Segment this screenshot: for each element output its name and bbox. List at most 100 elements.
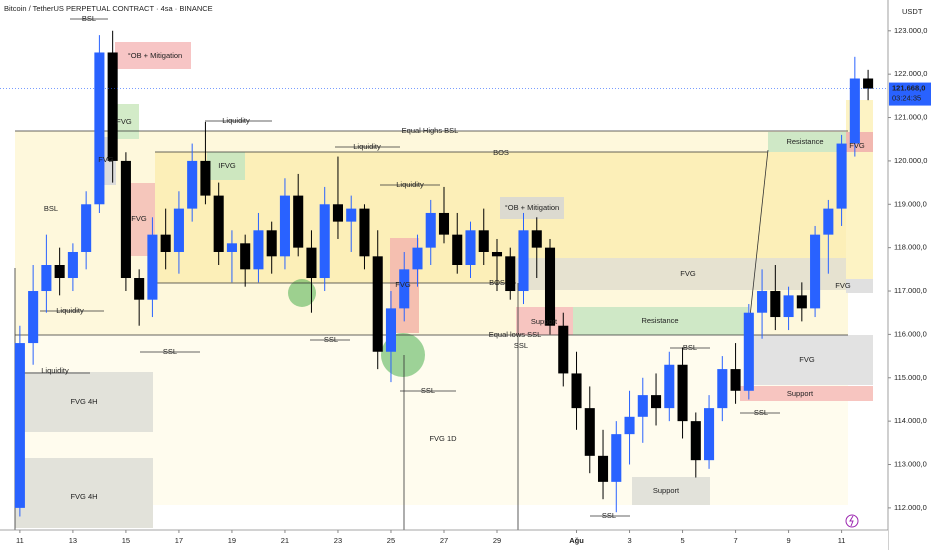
candle-body [664,364,675,409]
annotation: Support [653,486,680,495]
zone [115,104,139,139]
annotation: Equal lows SSL [489,330,542,339]
x-tick-label: 21 [281,536,289,545]
x-tick-label: 25 [387,536,395,545]
candle-body [544,247,556,326]
annotation: BSL [82,14,96,23]
candle-body [28,291,39,344]
candle-body [637,395,648,417]
zone [740,386,873,401]
candle-body [67,251,78,279]
candle-body [346,208,357,222]
candle-body [704,408,715,461]
candles [14,30,874,517]
candle-body [41,265,52,292]
annotation: °OB + Mitigation [505,203,559,212]
candle-body [677,364,688,422]
last-price-label: 121.668,0 [892,84,925,93]
annotation: Liquidity [56,306,84,315]
candle-body [279,195,290,257]
x-tick-label: 7 [733,536,737,545]
annotation: FVG [849,141,865,150]
annotation: FVG 1D [429,434,457,443]
countdown: 03:24:35 [892,94,921,103]
annotation: SSL [163,347,177,356]
annotation: Support [531,317,558,326]
candle-body [94,52,105,205]
zone [632,477,710,505]
x-tick-label: 29 [493,536,501,545]
level-line [747,149,769,336]
candle-body [81,204,92,252]
zone [15,372,153,432]
candle-body [491,251,503,257]
y-tick-label: 116.000,0 [894,329,927,338]
last-price-box [889,82,931,106]
alert-icon [849,515,854,527]
candle-body [558,325,569,374]
candle-body [717,369,728,409]
zone [207,152,245,180]
annotation: Liquidity [396,180,424,189]
candle-body [187,160,198,209]
annotation: Liquidity [222,116,250,125]
candle-body [836,143,847,209]
annotation: FVG [680,269,696,278]
x-tick-label: 13 [69,536,77,545]
annotations: BSL °OB + Mitigation FVG FVG FVG BSL Liquidity… [41,14,865,520]
candle-body [134,278,145,300]
candle-body [412,247,423,270]
zone [516,258,846,290]
annotation: Resistance [786,137,823,146]
candle-body [783,295,794,318]
x-tick-label: 15 [122,536,130,545]
candle-body [399,269,410,309]
candle-body [306,247,317,279]
candle-body [611,434,622,482]
x-tick-label: 27 [440,536,448,545]
y-tick-label: 117.000,0 [894,286,927,295]
annotation: °OB + Mitigation [128,51,182,60]
zone [115,42,191,69]
candle-body [651,395,662,409]
chart-title: Bitcoin / TetherUS PERPETUAL CONTRACT · … [4,4,213,13]
y-tick-label: 114.000,0 [894,416,927,425]
candle-body [253,230,264,270]
candle-body [173,208,184,252]
zone [846,279,873,293]
annotation: Equal Highs BSL [402,126,459,135]
candle-body [438,212,450,235]
candle-body [359,208,370,257]
annotation: Support [787,389,814,398]
candle-body [597,455,609,482]
annotation: Liquidity [41,366,69,375]
annotation: FVG [131,214,147,223]
annotation: SSL [324,335,338,344]
candle-body [319,204,330,279]
candle-body [757,291,768,313]
y-tick-label: 115.000,0 [894,373,927,382]
alert-icon[interactable] [845,514,859,528]
candle-body [54,265,65,279]
annotation: Liquidity [353,142,381,151]
candle-body [531,230,542,248]
candle-body [332,204,343,222]
candle-body [160,234,171,252]
annotation: FVG 4H [70,397,97,406]
candle-body [823,208,834,235]
annotation: SSL [754,408,768,417]
zone [500,197,564,219]
candle-body [810,234,821,309]
candle-body [213,195,224,252]
annotation: FVG [799,355,815,364]
candle-body [584,408,595,456]
x-tick-label: 5 [680,536,684,545]
y-tick-label: 120.000,0 [894,156,927,165]
annotation: FVG [395,280,411,289]
candle-body [385,308,397,352]
candle-body [120,160,131,279]
candle-body [240,243,251,270]
candle-body [518,230,529,292]
annotation: BOS [493,148,509,157]
